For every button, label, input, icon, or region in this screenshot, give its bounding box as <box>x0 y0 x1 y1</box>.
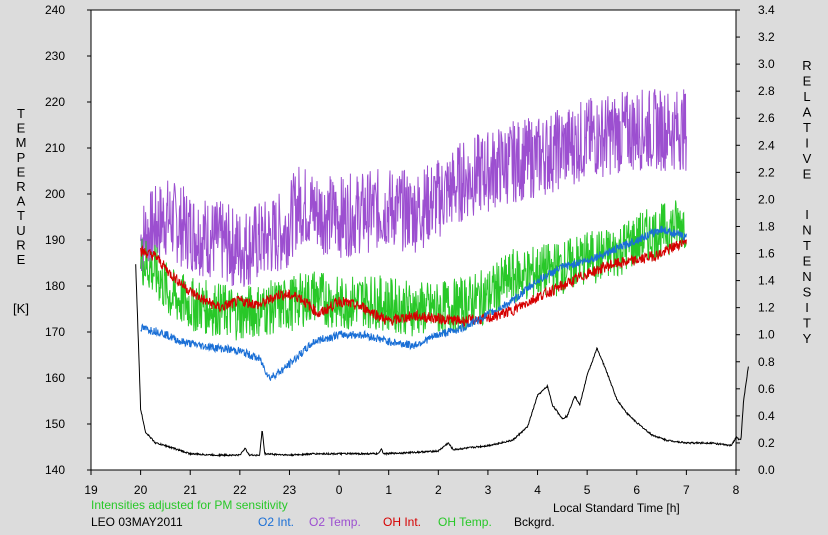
x-tick-label: 22 <box>233 483 247 497</box>
right-label-letter: S <box>803 285 812 300</box>
right-axis-ticks: 0.0 0.2 0.4 0.6 0.8 1.0 1.2 1.4 1.6 1.8 2.0 2.2 2.4 2… <box>736 3 775 477</box>
left-tick-label: 210 <box>45 141 65 155</box>
left-label-letter: P <box>17 150 26 165</box>
legend-item: OH Int. <box>383 515 421 529</box>
x-tick-label: 21 <box>184 483 198 497</box>
left-label-letter: R <box>16 179 25 194</box>
series-line-bckgrd <box>135 264 749 458</box>
x-tick-label: 3 <box>485 483 492 497</box>
right-tick-label: 2.6 <box>758 111 775 125</box>
right-tick-label: 0.6 <box>758 382 775 396</box>
left-label-letter: E <box>17 252 26 267</box>
right-label-letter: T <box>803 120 811 135</box>
right-tick-label: 2.2 <box>758 165 775 179</box>
left-axis-ticks: 140 150 160 170 180 190 200 210 220 230 240 <box>45 3 91 477</box>
x-tick-label: 2 <box>435 483 442 497</box>
note-text: Intensities adjusted for PM sensitivity <box>91 498 288 512</box>
right-tick-label: 0.2 <box>758 436 775 450</box>
left-tick-label: 180 <box>45 279 65 293</box>
left-tick-label: 200 <box>45 187 65 201</box>
right-label-letter: I <box>805 300 809 315</box>
legend-item: OH Temp. <box>438 515 492 529</box>
left-tick-label: 230 <box>45 49 65 63</box>
x-tick-label: 6 <box>633 483 640 497</box>
right-label-letter: V <box>803 151 812 166</box>
left-label-letter: T <box>17 208 25 223</box>
x-tick-label: 19 <box>84 483 98 497</box>
right-label-letter: E <box>803 254 812 269</box>
right-tick-label: 2.0 <box>758 192 775 206</box>
series-line-o2temp <box>140 89 687 287</box>
right-tick-label: 3.2 <box>758 30 775 44</box>
x-tick-label: 5 <box>584 483 591 497</box>
legend-item: Bckgrd. <box>514 515 555 529</box>
left-label-letter: E <box>17 121 26 136</box>
left-tick-label: 140 <box>45 463 65 477</box>
series-line-o2int <box>140 225 687 381</box>
right-label-letter: T <box>803 316 811 331</box>
right-tick-label: 1.8 <box>758 219 775 233</box>
right-tick-label: 2.4 <box>758 138 775 152</box>
right-label-letter: N <box>802 269 811 284</box>
right-label-letter: R <box>802 58 811 73</box>
left-tick-label: 220 <box>45 95 65 109</box>
legend-item: O2 Temp. <box>309 515 361 529</box>
series-line-ohint <box>140 237 687 328</box>
series-line-ohtemp <box>140 200 687 341</box>
x-axis-ticks: 19 20 21 22 23 0 1 2 3 4 5 6 7 8 <box>84 470 740 497</box>
x-tick-label: 4 <box>534 483 541 497</box>
right-tick-label: 2.8 <box>758 84 775 98</box>
right-tick-label: 0.4 <box>758 409 775 423</box>
right-label-letter: L <box>803 89 810 104</box>
left-unit-label: [K] <box>13 301 29 316</box>
right-tick-label: 1.2 <box>758 301 775 315</box>
right-tick-label: 1.0 <box>758 328 775 342</box>
x-axis-label: Local Standard Time [h] <box>553 501 680 515</box>
right-tick-label: 1.4 <box>758 274 775 288</box>
right-label-letter: Y <box>803 331 812 346</box>
right-label-letter: I <box>805 136 809 151</box>
series-group <box>135 89 749 458</box>
right-label-letter: T <box>803 238 811 253</box>
right-label-letter: E <box>803 167 812 182</box>
right-tick-label: 3.0 <box>758 57 775 71</box>
legend: O2 Int. O2 Temp. OH Int. OH Temp. Bckgrd. <box>258 515 555 529</box>
x-tick-label: 0 <box>336 483 343 497</box>
x-tick-label: 7 <box>683 483 690 497</box>
station-label: LEO 03MAY2011 <box>91 515 183 529</box>
left-tick-label: 160 <box>45 371 65 385</box>
x-tick-label: 8 <box>733 483 740 497</box>
right-label-letter: E <box>803 74 812 89</box>
left-label-letter: T <box>17 106 25 121</box>
right-tick-label: 1.6 <box>758 247 775 261</box>
left-tick-label: 150 <box>45 417 65 431</box>
right-tick-label: 0.8 <box>758 355 775 369</box>
x-tick-label: 20 <box>134 483 148 497</box>
left-tick-label: 190 <box>45 233 65 247</box>
right-label-letter: A <box>803 105 812 120</box>
legend-item: O2 Int. <box>258 515 294 529</box>
left-label-letter: R <box>16 237 25 252</box>
left-label-letter: M <box>16 135 27 150</box>
left-label-letter: A <box>17 194 26 209</box>
right-tick-label: 3.4 <box>758 3 775 17</box>
left-tick-label: 170 <box>45 325 65 339</box>
right-tick-label: 0.0 <box>758 463 775 477</box>
left-tick-label: 240 <box>45 3 65 17</box>
right-label-letter: I <box>805 207 809 222</box>
x-tick-label: 1 <box>385 483 392 497</box>
left-label-letter: E <box>17 164 26 179</box>
left-label-letter: U <box>16 223 25 238</box>
right-label-letter: N <box>802 223 811 238</box>
x-tick-label: 23 <box>283 483 297 497</box>
